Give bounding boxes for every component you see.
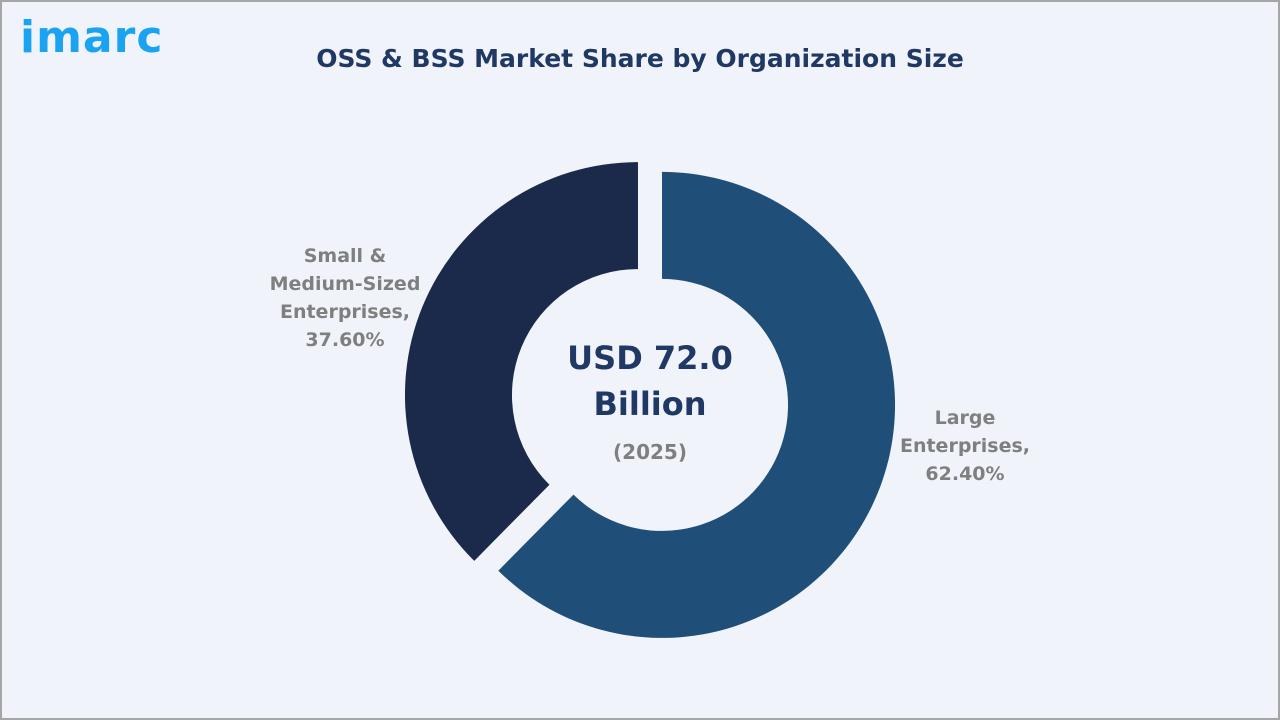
slice-label: Large: [934, 407, 996, 429]
chart-title: OSS & BSS Market Share by Organization S…: [316, 44, 964, 73]
slice-label: Medium-Sized: [269, 273, 421, 295]
slice-label: Enterprises,: [899, 435, 1031, 457]
center-unit: Billion: [593, 385, 707, 423]
center-year: (2025): [613, 440, 687, 464]
center-value: USD 72.0: [567, 339, 733, 377]
slice-value: 62.40%: [925, 463, 1005, 485]
slice-label: Small &: [303, 245, 387, 267]
imarc-logo: imarc: [20, 12, 164, 63]
slice-label: Enterprises,: [279, 301, 411, 323]
donut-slice-0: [498, 171, 896, 638]
donut-slice-1: [404, 162, 638, 561]
label-large-enterprises: Large Enterprises, 62.40%: [880, 404, 1050, 488]
label-sme: Small & Medium-Sized Enterprises, 37.60%: [260, 242, 430, 354]
slice-value: 37.60%: [305, 329, 385, 351]
